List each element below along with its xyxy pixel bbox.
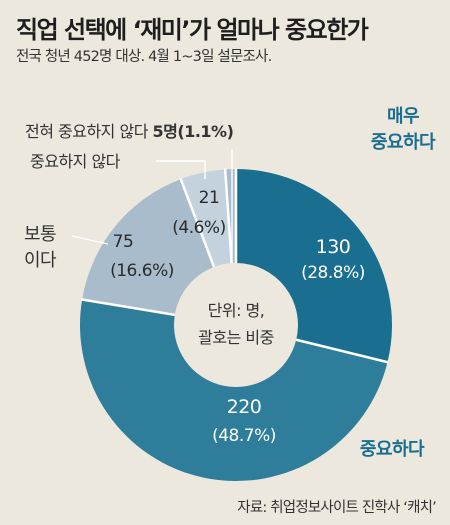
slice-very-important <box>236 169 392 363</box>
outer-label-not-at-all-important: 전혀 중요하지 않다 5명(1.1%) <box>25 122 233 141</box>
slice-divider <box>80 298 176 317</box>
slice-pct-not-important: (4.6%) <box>172 218 225 238</box>
slice-divider <box>223 168 233 264</box>
chart-title: 직업 선택에 ‘재미’가 얼마나 중요한가 <box>16 16 369 44</box>
legend-label-important: 중요하다 <box>360 439 425 460</box>
legend-label-very-important-line2: 중요하다 <box>371 132 436 153</box>
source-note: 자료: 취업정보사이트 진학사 ‘캐치’ <box>237 500 437 516</box>
center-label-unit: 단위: 명, <box>208 301 265 320</box>
chart-subtitle: 전국 청년 452명 대상. 4월 1~3일 설문조사. <box>16 49 272 65</box>
leader-line-neutral <box>71 235 109 245</box>
center-label-note: 괄호는 비중 <box>198 328 274 347</box>
slice-divider <box>179 177 216 268</box>
outer-label-neutral-line2: 이다 <box>24 250 57 271</box>
slice-value-neutral: 75 <box>113 232 134 252</box>
slice-not-important <box>180 169 232 268</box>
legend-label-very-important-line1: 매우 <box>387 106 419 127</box>
outer-label-neutral-line1: 보통 <box>24 224 56 245</box>
slice-pct-very-important: (28.8%) <box>301 263 365 283</box>
slice-divider <box>295 338 389 364</box>
outer-label-not-important: 중요하지 않다 <box>30 152 121 171</box>
slice-value-not-important: 21 <box>199 188 220 208</box>
slice-pct-important: (48.7%) <box>212 426 276 446</box>
slice-value-important: 220 <box>227 396 262 418</box>
slice-value-very-important: 130 <box>316 236 351 258</box>
slice-pct-neutral: (16.6%) <box>110 261 174 281</box>
slice-important <box>80 299 388 481</box>
slice-neutral <box>82 179 215 315</box>
leader-line-not-important <box>156 160 206 179</box>
outer-value-not-at-all-important: 5명(1.1%) <box>153 122 234 141</box>
